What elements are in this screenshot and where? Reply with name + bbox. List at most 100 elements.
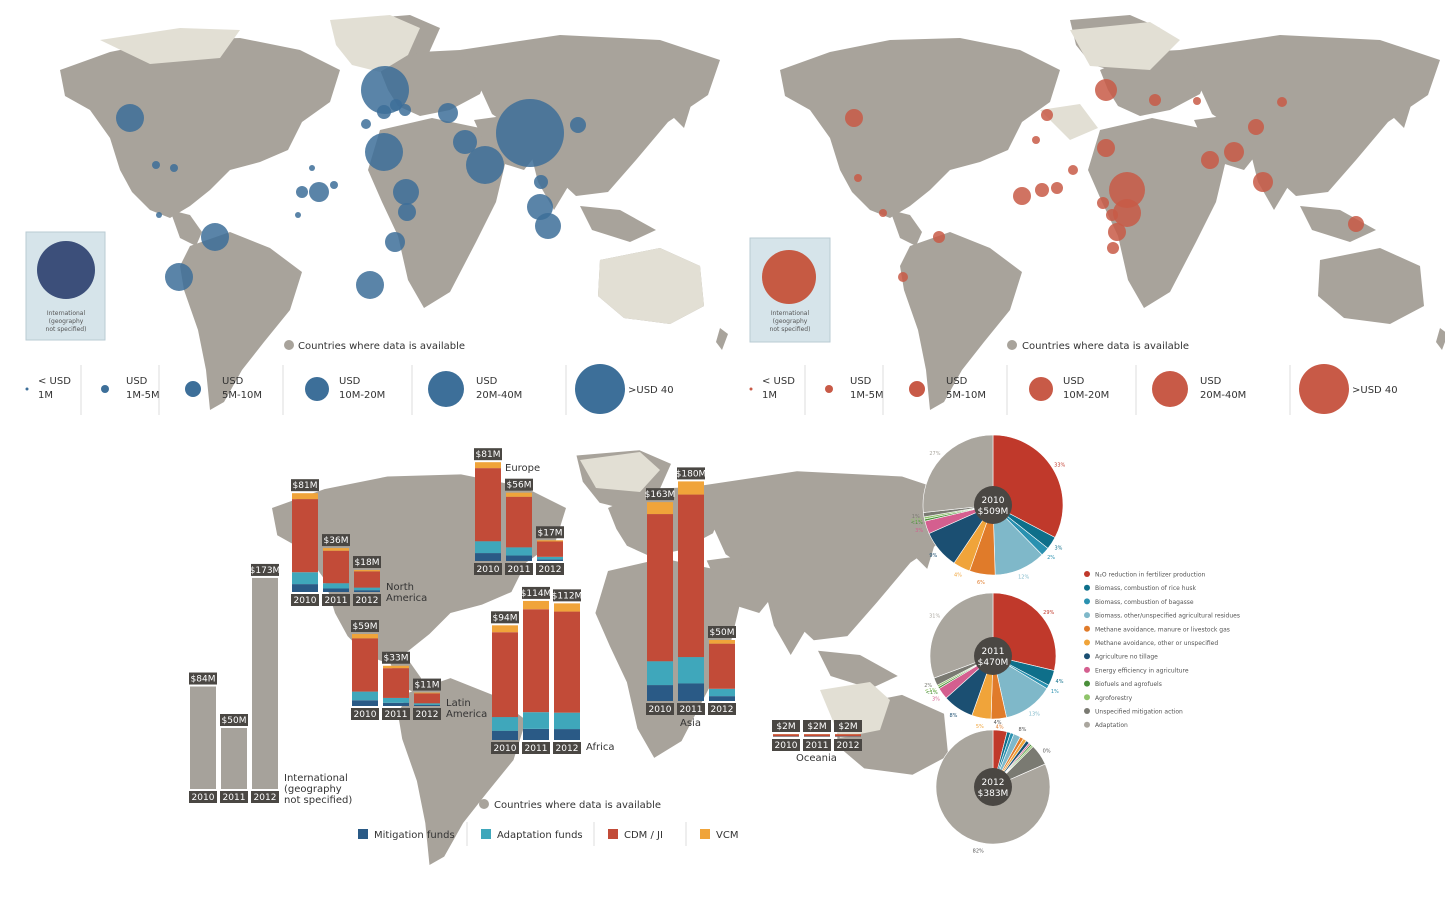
bar-segment (354, 570, 380, 571)
bar-segment (323, 551, 349, 584)
pie-percent: 13% (1029, 712, 1040, 718)
bar-value: $81M (293, 481, 318, 491)
bar-segment (323, 588, 349, 592)
country-bubble (165, 263, 193, 291)
country-bubble (1277, 97, 1287, 107)
year-label: 2011 (806, 741, 829, 751)
bar-segment (554, 603, 580, 611)
country-bubble (1013, 187, 1031, 205)
bar-segment (554, 713, 580, 729)
legend-dot (1084, 681, 1090, 687)
legend-label: USD (946, 376, 968, 387)
legend-label: 10M-20M (339, 390, 385, 401)
legend-dot (1084, 653, 1090, 659)
legend-label: N₂O reduction in fertilizer production (1095, 572, 1205, 579)
bar-segment (506, 497, 532, 548)
country-bubble (535, 213, 561, 239)
legend-label: 1M-5M (126, 390, 160, 401)
legend-dot (1084, 585, 1090, 591)
bar-value: $163M (645, 490, 676, 500)
bar-segment (773, 734, 799, 736)
pie-total: $509M (978, 507, 1009, 517)
legend-label: USD (476, 376, 498, 387)
bar-value: $81M (476, 450, 501, 460)
intl-line-3: not specified) (770, 326, 811, 333)
pie-percent: 3% (932, 696, 940, 702)
bar-segment (523, 609, 549, 712)
pie-year: 2012 (982, 778, 1005, 788)
bar-segment (709, 644, 735, 689)
country-bubble (1035, 183, 1049, 197)
bar-value: $56M (507, 481, 532, 491)
bar-value: $18M (355, 558, 380, 568)
region-name: Africa (586, 742, 615, 753)
bar-segment (537, 559, 563, 561)
legend-label: USD (126, 376, 148, 387)
pie-percent: 8% (1019, 727, 1027, 733)
bar-segment (492, 731, 518, 740)
country-bubble (1107, 242, 1119, 254)
legend-label: Mitigation funds (374, 830, 455, 841)
mitigation-legend: < USD1MUSD1M-5MUSD5M-10MUSD10M-20MUSD20M… (26, 364, 674, 415)
country-bubble (1051, 182, 1063, 194)
country-bubble (1253, 172, 1273, 192)
pie-percent: 5% (976, 724, 984, 730)
bar-segment (709, 689, 735, 696)
bar-segment (678, 495, 704, 658)
year-label: 2012 (711, 705, 734, 715)
country-bubble (1095, 79, 1117, 101)
bar-segment (537, 542, 563, 557)
year-label: 2010 (294, 596, 317, 606)
pie-percent: 33% (1054, 463, 1065, 469)
bar-value: $17M (538, 528, 563, 538)
country-bubble (296, 186, 308, 198)
year-label: 2010 (494, 744, 517, 754)
bar-value: $2M (776, 722, 795, 732)
legend-size-5 (428, 371, 464, 407)
bar-segment (506, 493, 532, 497)
legend-label: CDM / JI (624, 830, 663, 841)
legend-swatch (700, 829, 710, 839)
bar-value: $2M (838, 722, 857, 732)
bar-segment (492, 717, 518, 731)
legend-swatch (358, 829, 368, 839)
bar-segment (647, 685, 673, 701)
pie-percent: 29% (1043, 610, 1054, 616)
pie-percent: 2% (1047, 555, 1055, 561)
legend-size-3 (185, 381, 201, 397)
pie-percent: 1% (912, 514, 920, 520)
bar-segment (835, 734, 861, 736)
country-bubble (879, 209, 887, 217)
legend-swatch (481, 829, 491, 839)
intl-line-3: not specified) (46, 326, 87, 333)
bar-segment (492, 625, 518, 632)
legend-dot (1084, 571, 1090, 577)
bar-value: $94M (493, 613, 518, 623)
bar-segment (292, 493, 318, 499)
bar-segment (804, 734, 830, 736)
bar-segment (709, 640, 735, 644)
pie-percent: 9% (929, 553, 937, 559)
region-name-line: International (284, 773, 348, 784)
legend-label: 5M-10M (946, 390, 986, 401)
bar-total (221, 728, 247, 789)
bar-value: $36M (324, 536, 349, 546)
bar-segment (475, 553, 501, 561)
bar-segment (554, 729, 580, 740)
country-bubble (1068, 165, 1078, 175)
year-label: 2012 (416, 710, 439, 720)
bar-segment (414, 705, 440, 706)
bar-segment (475, 468, 501, 541)
legend-label: Adaptation (1095, 722, 1128, 729)
bar-value: $2M (807, 722, 826, 732)
year-label: 2012 (837, 741, 860, 751)
international-bubble (37, 241, 95, 299)
country-bubble (453, 130, 477, 154)
legend-label: < USD (762, 376, 795, 387)
bar-value: $50M (222, 716, 247, 726)
bar-value: $180M (676, 469, 707, 479)
pie-percent: 82% (973, 848, 984, 854)
